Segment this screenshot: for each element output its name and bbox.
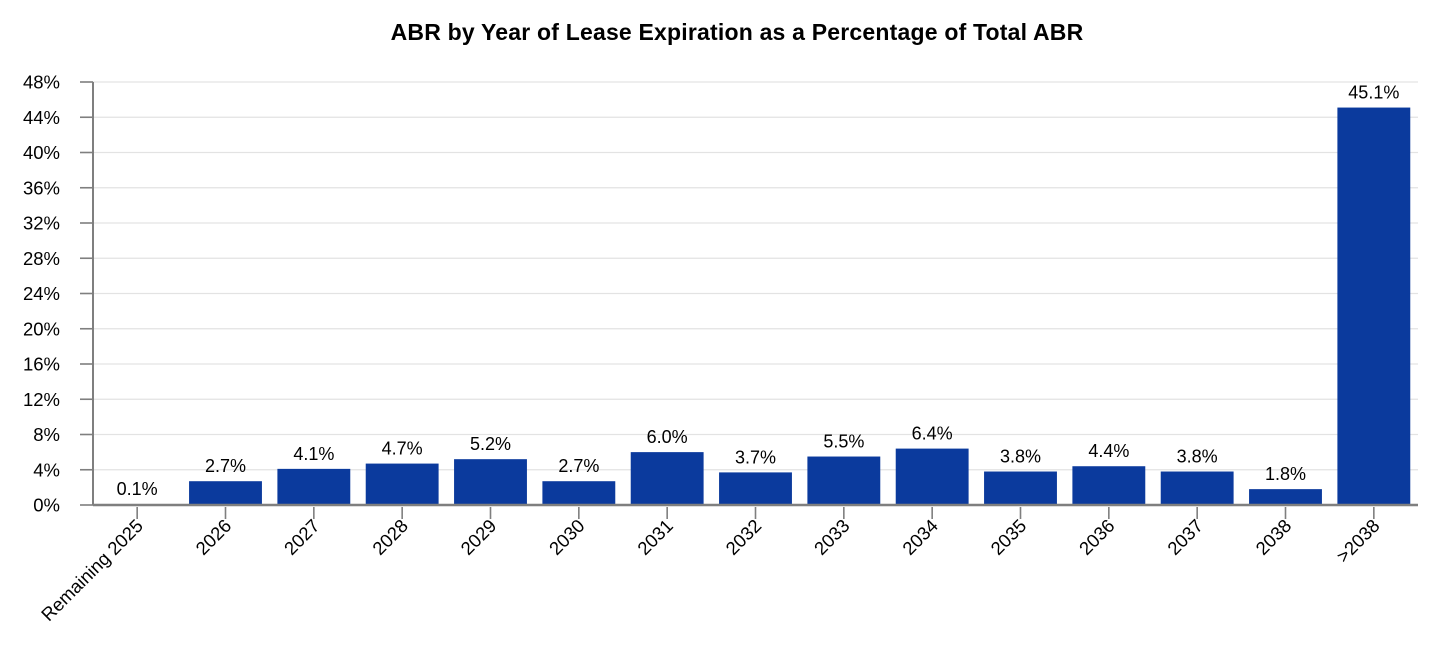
y-tick-label: 24% [23, 283, 60, 304]
y-tick-label: 20% [23, 318, 60, 339]
bar [1072, 466, 1146, 505]
value-label: 1.8% [1265, 464, 1306, 484]
x-tick-label: >2038 [1332, 515, 1384, 567]
value-label: 6.0% [647, 427, 688, 447]
y-tick-label: 44% [23, 107, 60, 128]
bar [1337, 107, 1411, 506]
y-tick-label: 8% [33, 424, 60, 445]
x-tick-label: 2027 [280, 515, 324, 559]
bar [807, 456, 881, 505]
x-tick-label: 2031 [633, 515, 677, 559]
x-tick-label: 2038 [1251, 515, 1295, 559]
value-label: 6.4% [912, 424, 953, 444]
bar [1160, 471, 1234, 505]
bar [365, 463, 439, 505]
x-tick-label: 2034 [898, 515, 942, 559]
y-tick-label: 16% [23, 354, 60, 375]
bar [189, 481, 262, 505]
value-label: 2.7% [558, 456, 599, 476]
value-label: 3.8% [1000, 447, 1041, 467]
y-tick-label: 40% [23, 142, 60, 163]
y-tick-label: 12% [23, 389, 60, 410]
y-tick-label: 28% [23, 248, 60, 269]
bar [454, 459, 527, 505]
x-tick-label: 2032 [721, 515, 765, 559]
value-label: 45.1% [1348, 83, 1399, 103]
y-tick-label: 0% [33, 495, 60, 516]
value-label: 3.8% [1177, 447, 1218, 467]
x-tick-label: 2029 [456, 515, 500, 559]
y-tick-label: 32% [23, 213, 60, 234]
value-label: 3.7% [735, 447, 776, 467]
x-tick-label: Remaining 2025 [37, 515, 147, 625]
y-tick-label: 48% [23, 72, 60, 93]
x-tick-label: 2037 [1163, 515, 1207, 559]
x-tick-label: 2033 [810, 515, 854, 559]
bar [984, 471, 1057, 505]
bar [895, 448, 969, 505]
bar [277, 468, 351, 505]
x-tick-label: 2026 [191, 515, 235, 559]
value-label: 4.1% [293, 444, 334, 464]
y-tick-label: 4% [33, 459, 60, 480]
value-label: 5.5% [823, 432, 864, 452]
value-label: 4.4% [1088, 441, 1129, 461]
value-label: 0.1% [117, 479, 158, 499]
bar [1249, 489, 1322, 505]
y-tick-label: 36% [23, 177, 60, 198]
x-tick-label: 2028 [368, 515, 412, 559]
x-tick-label: 2035 [986, 515, 1030, 559]
value-label: 4.7% [382, 439, 423, 459]
bar [542, 481, 616, 505]
x-tick-label: 2036 [1075, 515, 1119, 559]
x-tick-label: 2030 [545, 515, 589, 559]
value-label: 5.2% [470, 434, 511, 454]
bar [719, 472, 792, 505]
chart-title: ABR by Year of Lease Expiration as a Per… [390, 19, 1084, 45]
bar [630, 452, 704, 505]
value-label: 2.7% [205, 456, 246, 476]
